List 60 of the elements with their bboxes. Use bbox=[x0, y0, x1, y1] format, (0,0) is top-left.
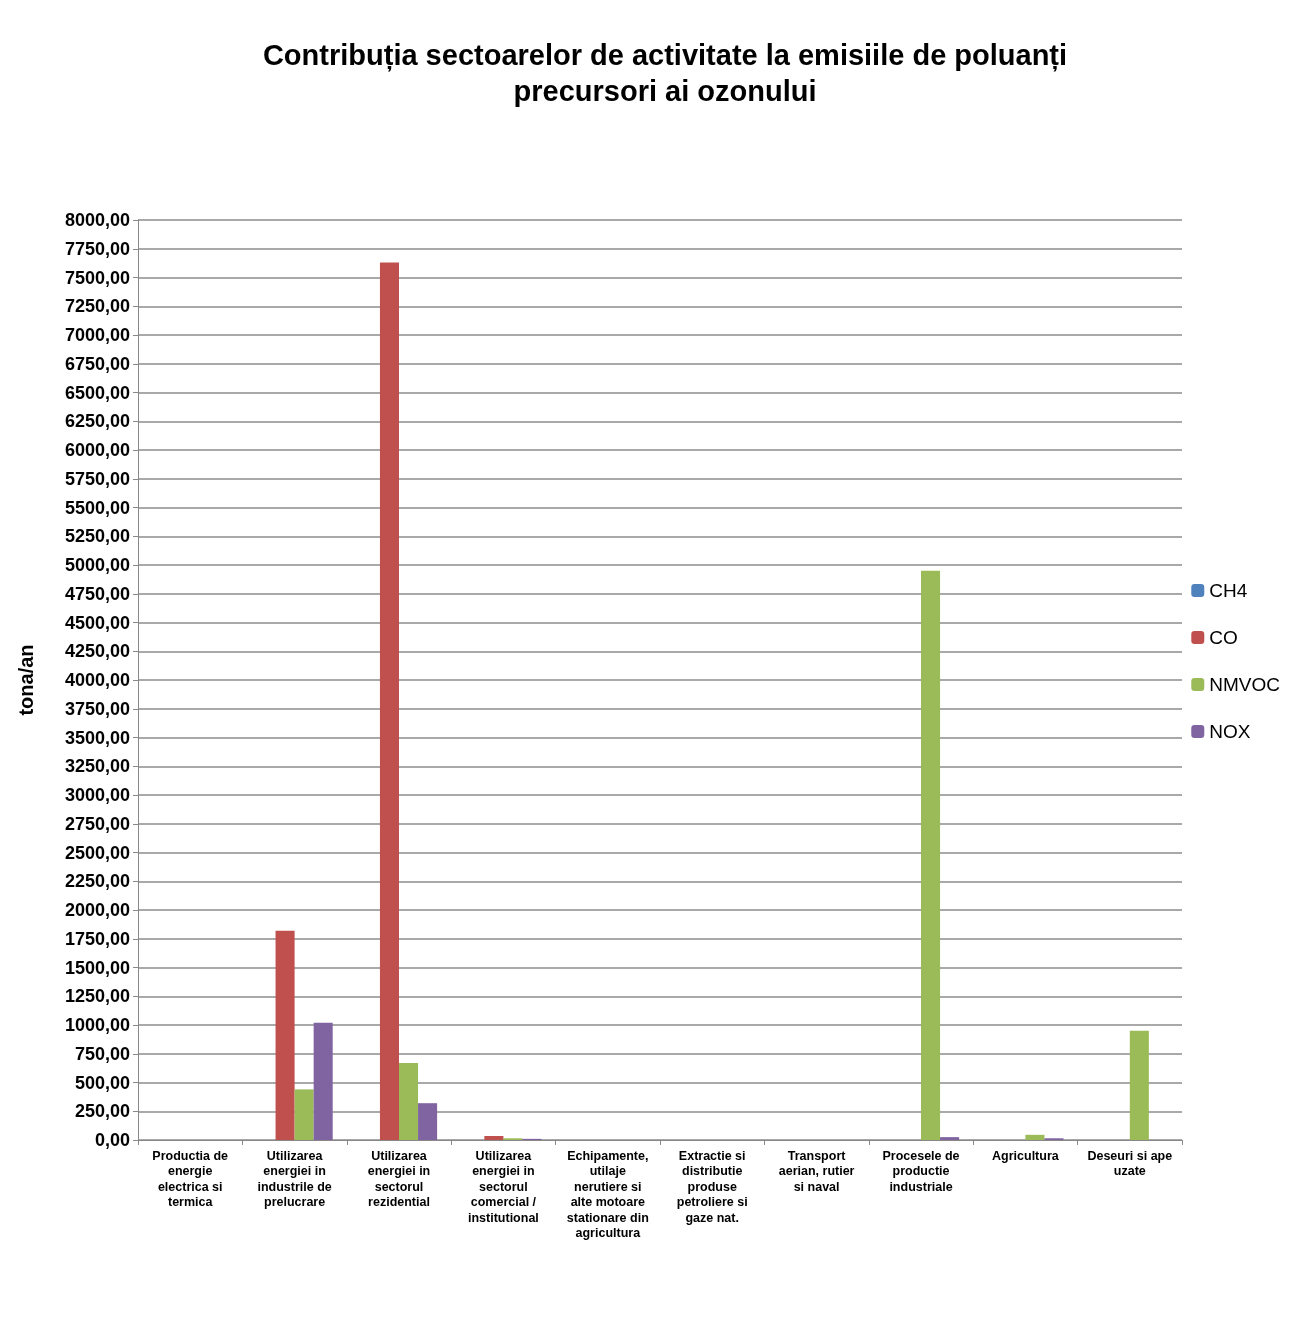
bar bbox=[940, 1137, 960, 1140]
y-tick-label: 5750,00 bbox=[64, 468, 130, 489]
y-tick-label: 5500,00 bbox=[64, 497, 130, 518]
x-tick-label: Utilizarea energiei in sectorul rezidential bbox=[367, 1148, 431, 1210]
bar bbox=[294, 1089, 314, 1140]
y-tick-label: 7250,00 bbox=[64, 296, 130, 317]
y-tick-label: 3500,00 bbox=[64, 727, 130, 748]
bar bbox=[275, 930, 295, 1140]
y-tick-label: 1500,00 bbox=[64, 957, 130, 978]
y-tick-label: 4000,00 bbox=[64, 670, 130, 690]
legend-label: NOX bbox=[1209, 721, 1251, 742]
y-tick-label: 5250,00 bbox=[64, 526, 130, 547]
y-tick-label: 2500,00 bbox=[64, 842, 130, 863]
x-tick-label: Extractie si distributie produse petroliere si gaze nat. bbox=[676, 1148, 748, 1225]
x-tick-label: Productia de energie electrica si termica bbox=[152, 1148, 229, 1210]
x-tick-label: Utilizarea energiei in sectorul comercial / institutional bbox=[467, 1148, 539, 1225]
y-tick-label: 0,00 bbox=[94, 1130, 130, 1150]
y-tick-label: 1250,00 bbox=[64, 986, 130, 1007]
bar bbox=[418, 1103, 438, 1140]
y-tick-label: 250,00 bbox=[74, 1101, 130, 1122]
y-tick-label: 8000,00 bbox=[64, 210, 130, 230]
y-tick-label: 4250,00 bbox=[64, 641, 130, 662]
bar bbox=[1129, 1030, 1149, 1140]
y-tick-label: 6500,00 bbox=[64, 382, 130, 403]
y-tick-label: 3000,00 bbox=[64, 785, 130, 805]
y-tick-label: 750,00 bbox=[74, 1043, 130, 1064]
bar bbox=[484, 1135, 504, 1140]
bar bbox=[399, 1062, 419, 1140]
y-tick-label: 500,00 bbox=[74, 1072, 130, 1093]
y-tick-label: 6250,00 bbox=[64, 411, 130, 432]
legend-label: NMVOC bbox=[1209, 674, 1281, 695]
bar bbox=[379, 262, 399, 1140]
y-tick-label: 7500,00 bbox=[64, 267, 130, 288]
legend-label: CH4 bbox=[1209, 580, 1248, 601]
y-tick-label: 1000,00 bbox=[64, 1015, 130, 1035]
bar bbox=[1025, 1134, 1045, 1140]
y-tick-label: 4500,00 bbox=[64, 612, 130, 633]
y-tick-label: 2750,00 bbox=[64, 813, 130, 834]
y-axis-title: tona/an bbox=[15, 644, 37, 716]
y-tick-label: 3250,00 bbox=[64, 756, 130, 777]
y-tick-label: 3750,00 bbox=[64, 698, 130, 719]
y-tick-label: 6000,00 bbox=[64, 440, 130, 460]
y-tick-label: 7000,00 bbox=[64, 325, 130, 345]
x-tick-label: Deseuri si ape uzate bbox=[1087, 1148, 1173, 1179]
y-tick-label: 1750,00 bbox=[64, 928, 130, 949]
bar bbox=[921, 570, 941, 1140]
x-tick-label: Utilizarea energiei in industrile de prelucrare bbox=[257, 1148, 332, 1210]
x-tick-label: Agricultura bbox=[992, 1148, 1060, 1163]
y-tick-label: 2000,00 bbox=[64, 900, 130, 920]
bar bbox=[313, 1022, 333, 1140]
x-tick-label: Procesele de productie industriale bbox=[882, 1148, 960, 1194]
y-tick-label: 7750,00 bbox=[64, 238, 130, 259]
x-tick-label: Transport aerian, rutier si naval bbox=[778, 1148, 855, 1194]
x-tick-label: Echipamente, utilaje nerutiere si alte motoare stationare din agricultura bbox=[566, 1148, 649, 1241]
y-tick-label: 5000,00 bbox=[64, 555, 130, 575]
legend-label: CO bbox=[1209, 627, 1238, 648]
y-tick-label: 4750,00 bbox=[64, 583, 130, 604]
y-tick-label: 2250,00 bbox=[64, 871, 130, 892]
chart-title: Contribuția sectoarelor de activitate la emisiile de poluanți precursori ai ozonului bbox=[262, 39, 1068, 107]
y-tick-label: 6750,00 bbox=[64, 353, 130, 374]
